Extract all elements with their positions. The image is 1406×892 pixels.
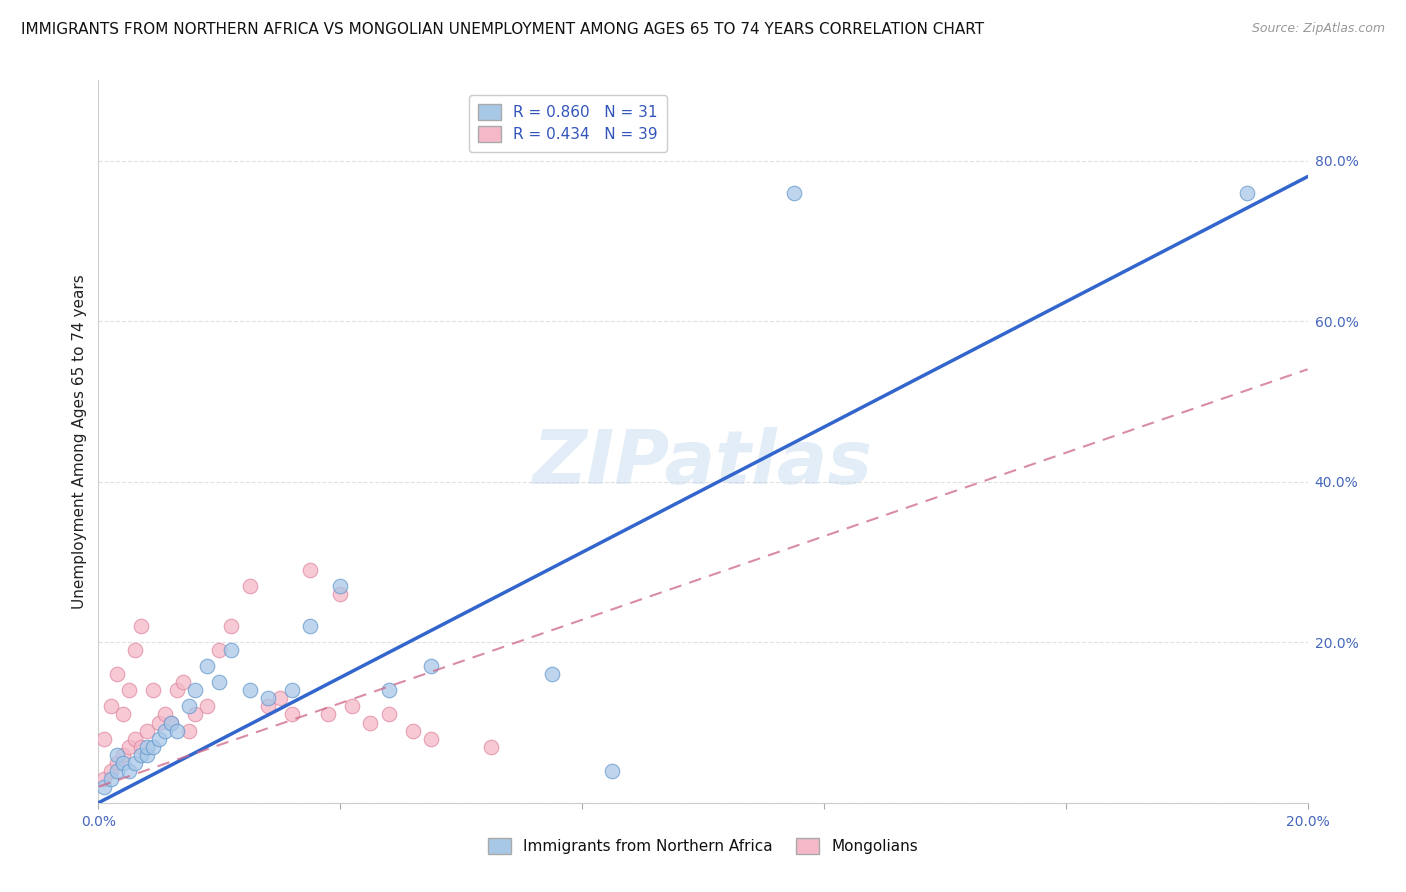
Point	[299, 619, 322, 633]
Point	[342, 699, 364, 714]
Point	[105, 756, 128, 770]
Point	[142, 683, 165, 698]
Text: IMMIGRANTS FROM NORTHERN AFRICA VS MONGOLIAN UNEMPLOYMENT AMONG AGES 65 TO 74 YE: IMMIGRANTS FROM NORTHERN AFRICA VS MONGO…	[21, 22, 984, 37]
Point	[124, 756, 146, 770]
Point	[377, 683, 399, 698]
Point	[129, 739, 152, 754]
Point	[360, 715, 382, 730]
Point	[153, 723, 176, 738]
Point	[221, 619, 243, 633]
Point	[166, 723, 188, 738]
Point	[184, 683, 207, 698]
Point	[124, 643, 146, 657]
Point	[179, 699, 201, 714]
Point	[195, 659, 218, 673]
Point	[420, 731, 443, 746]
Text: ZIPatlas: ZIPatlas	[533, 426, 873, 500]
Point	[299, 563, 322, 577]
Point	[160, 715, 183, 730]
Point	[129, 747, 152, 762]
Point	[172, 675, 194, 690]
Legend: Immigrants from Northern Africa, Mongolians: Immigrants from Northern Africa, Mongoli…	[482, 832, 924, 860]
Point	[148, 715, 170, 730]
Point	[135, 723, 157, 738]
Point	[602, 764, 624, 778]
Point	[281, 683, 304, 698]
Point	[402, 723, 425, 738]
Point	[316, 707, 339, 722]
Point	[256, 699, 278, 714]
Point	[195, 699, 218, 714]
Point	[481, 739, 503, 754]
Y-axis label: Unemployment Among Ages 65 to 74 years: Unemployment Among Ages 65 to 74 years	[72, 274, 87, 609]
Point	[269, 691, 291, 706]
Point	[142, 739, 165, 754]
Point	[153, 707, 176, 722]
Point	[118, 739, 141, 754]
Point	[329, 579, 352, 593]
Point	[166, 683, 188, 698]
Point	[160, 715, 183, 730]
Point	[105, 764, 128, 778]
Point	[105, 667, 128, 681]
Point	[783, 186, 806, 200]
Point	[420, 659, 443, 673]
Point	[100, 699, 122, 714]
Point	[111, 747, 134, 762]
Point	[329, 587, 352, 601]
Point	[377, 707, 399, 722]
Point	[111, 756, 134, 770]
Point	[111, 707, 134, 722]
Point	[208, 675, 231, 690]
Point	[100, 764, 122, 778]
Text: Source: ZipAtlas.com: Source: ZipAtlas.com	[1251, 22, 1385, 36]
Point	[221, 643, 243, 657]
Point	[208, 643, 231, 657]
Point	[93, 772, 115, 786]
Point	[239, 683, 262, 698]
Point	[239, 579, 262, 593]
Point	[179, 723, 201, 738]
Point	[135, 739, 157, 754]
Point	[93, 731, 115, 746]
Point	[124, 731, 146, 746]
Point	[93, 780, 115, 794]
Point	[540, 667, 562, 681]
Point	[1236, 186, 1258, 200]
Point	[118, 683, 141, 698]
Point	[105, 747, 128, 762]
Point	[281, 707, 304, 722]
Point	[256, 691, 278, 706]
Point	[118, 764, 141, 778]
Point	[135, 747, 157, 762]
Point	[100, 772, 122, 786]
Point	[184, 707, 207, 722]
Point	[129, 619, 152, 633]
Point	[148, 731, 170, 746]
